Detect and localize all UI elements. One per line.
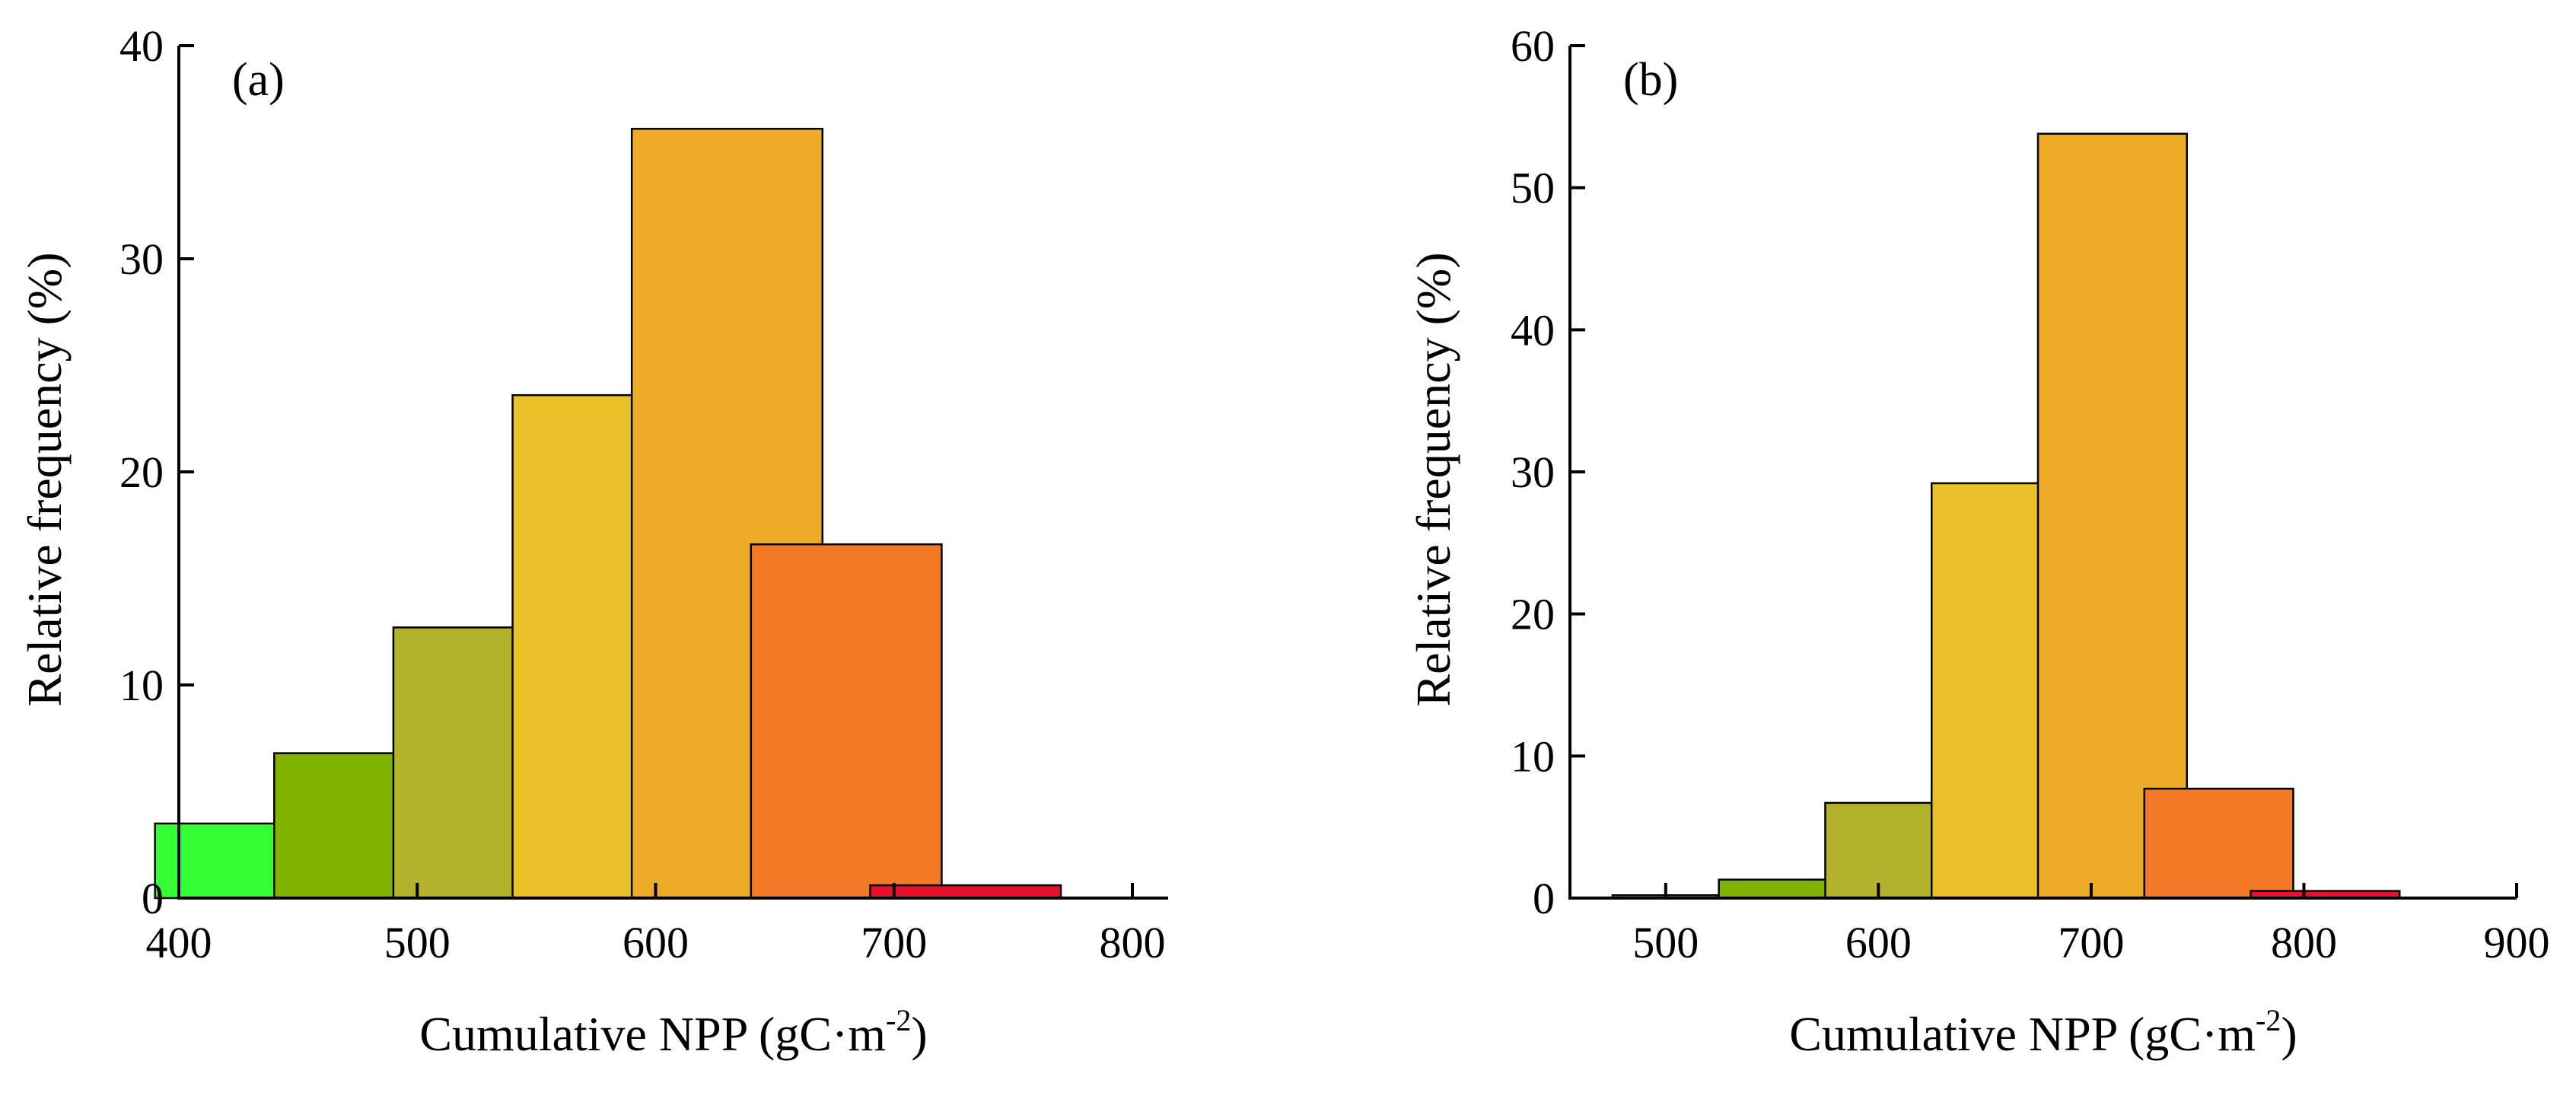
panel-label: (b) <box>1623 54 1678 106</box>
x-tick-label: 700 <box>2058 918 2124 967</box>
y-tick-label: 10 <box>1511 731 1555 781</box>
y-tick-label: 40 <box>1511 305 1555 355</box>
x-tick-label: 800 <box>1100 918 1166 967</box>
x-tick-label: 900 <box>2484 918 2550 967</box>
bar-5 <box>2036 132 2188 900</box>
x-tick-label: 600 <box>623 918 689 967</box>
y-tick-label: 0 <box>142 874 164 923</box>
y-tick-label: 20 <box>1511 590 1555 639</box>
y-axis-title: Relative frequency (%) <box>1406 252 1460 706</box>
bar-6 <box>750 543 943 900</box>
y-tick-label: 30 <box>119 234 164 284</box>
y-tick-label: 30 <box>1511 448 1555 497</box>
x-axis-title-main: Cumulative NPP (gC·m <box>419 1007 886 1061</box>
bar-7 <box>869 884 1062 900</box>
y-tick-label: 20 <box>119 448 164 497</box>
panel-a: 0 10 20 30 40 400 500 600 700 800 (a) Cumulative NP… <box>18 21 1168 1061</box>
x-tick-label: 800 <box>2271 918 2337 967</box>
x-tick-label: 500 <box>384 918 451 967</box>
y-axis-title: Relative frequency (%) <box>18 252 72 706</box>
x-tick-label: 400 <box>146 918 212 967</box>
bar-6 <box>2143 788 2294 900</box>
x-axis-title: Cumulative NPP (gC·m-2) <box>419 1003 927 1061</box>
y-tick-label: 60 <box>1511 21 1555 71</box>
x-axis-title-superscript: -2 <box>886 1003 911 1037</box>
x-axis-title: Cumulative NPP (gC·m-2) <box>1789 1003 2297 1061</box>
y-tick-label: 50 <box>1511 164 1555 213</box>
x-tick-label: 600 <box>1845 918 1912 967</box>
y-tick-label: 10 <box>119 661 164 710</box>
x-axis-title-close: ) <box>2281 1007 2297 1061</box>
panel-label: (a) <box>232 54 285 106</box>
x-axis-title-superscript: -2 <box>2256 1003 2281 1037</box>
x-axis-title-close: ) <box>911 1007 927 1061</box>
y-tick-label: 0 <box>1533 874 1555 923</box>
panel-b: 0 10 20 30 40 50 60 500 600 700 800 900 (b) Cumulativ… <box>1406 21 2550 1061</box>
x-tick-label: 500 <box>1632 918 1699 967</box>
y-tick-label: 40 <box>119 21 164 71</box>
x-tick-label: 700 <box>861 918 927 967</box>
x-axis-title-main: Cumulative NPP (gC·m <box>1789 1007 2256 1061</box>
